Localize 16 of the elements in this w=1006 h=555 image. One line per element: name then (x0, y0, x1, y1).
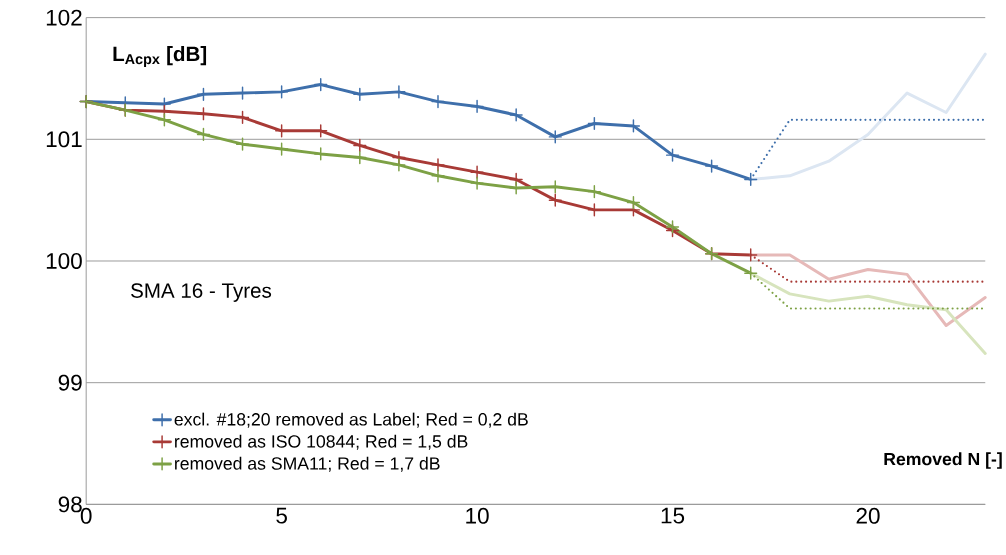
y-tick-label: 99 (58, 374, 82, 391)
x-axis-title: Removed N [-] (884, 452, 1002, 469)
legend-title: SMA 16 - Tyres (131, 283, 272, 302)
x-tick-label: 10 (466, 507, 489, 524)
x-tick-label: 5 (276, 507, 287, 524)
legend-label: removed as SMA11; Red = 1,7 dB (175, 456, 440, 472)
y-tick-label: 102 (46, 9, 82, 26)
legend-label: removed as ISO 10844; Red = 1,5 dB (175, 434, 468, 450)
y-tick-label: 100 (46, 252, 82, 269)
x-tick-label: 0 (80, 507, 92, 524)
x-tick-label: 20 (856, 507, 880, 524)
y-tick-label: 98 (58, 496, 82, 513)
legend-label: excl. #18;20 removed as Label; Red = 0,2 dB (174, 412, 528, 428)
x-tick-label: 15 (661, 507, 685, 524)
y-tick-label: 101 (46, 131, 82, 148)
y-axis-title: L$_{Acpx}$ [dB] (113, 45, 207, 67)
